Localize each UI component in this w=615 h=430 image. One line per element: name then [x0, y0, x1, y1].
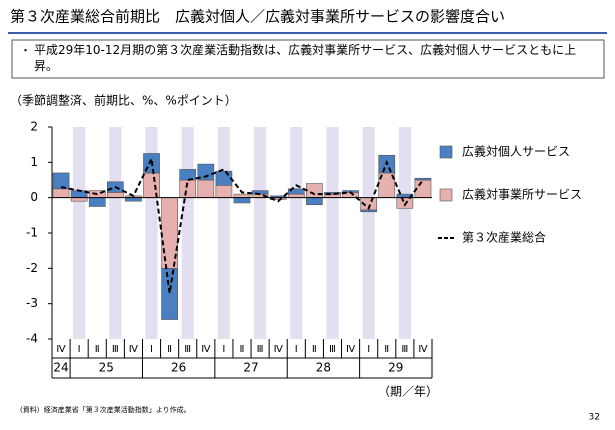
y-tick-label: 1 — [30, 155, 38, 169]
year-label: 26 — [171, 361, 186, 375]
x-tick-label: Ⅲ — [257, 344, 264, 355]
bar — [179, 179, 197, 198]
bar — [287, 188, 305, 195]
bar — [287, 193, 305, 198]
x-tick-label: Ⅳ — [56, 344, 66, 355]
unit-note: （季節調整済、前期比、%、%ポイント） — [10, 93, 237, 108]
bar — [197, 163, 215, 181]
bar — [233, 193, 251, 198]
bullet-text: 平成29年10-12月期の第３次産業活動指数は、広義対事業所サービス、広義対個人… — [34, 43, 577, 73]
stripe — [109, 127, 122, 339]
x-tick-label: Ⅰ — [295, 344, 298, 355]
y-tick-label: -4 — [26, 332, 38, 346]
x-tick-label: Ⅲ — [112, 344, 119, 355]
x-tick-label: Ⅳ — [346, 344, 356, 355]
bullet-dot: ・ — [20, 44, 31, 57]
x-tick-label: Ⅲ — [184, 344, 191, 355]
year-label: 29 — [388, 361, 403, 375]
x-tick-label: Ⅳ — [274, 344, 284, 355]
page-number: 32 — [589, 413, 600, 423]
stripe — [73, 127, 86, 339]
bar — [414, 177, 432, 181]
y-tick-label: -1 — [26, 226, 38, 240]
x-tick-label: Ⅰ — [222, 344, 225, 355]
stripe — [254, 127, 267, 339]
title: 第３次産業総合前期比 広義対個人／広義対事業所サービスの影響度合い — [10, 8, 505, 26]
bar — [88, 197, 106, 207]
year-label: 28 — [316, 361, 331, 375]
bar — [179, 169, 197, 181]
legend-label: 広義対事業所サービス — [462, 187, 582, 202]
year-label: 25 — [99, 361, 114, 375]
legend-swatch — [439, 188, 453, 202]
x-tick-label: Ⅱ — [312, 344, 317, 355]
total-line — [60, 155, 424, 294]
bar — [52, 188, 70, 198]
x-tick-label: Ⅰ — [78, 344, 81, 355]
bar — [396, 197, 414, 209]
legend-swatch — [439, 145, 453, 159]
stripe — [398, 127, 411, 339]
bar — [106, 192, 124, 198]
x-tick-label: Ⅱ — [384, 344, 389, 355]
bar — [324, 192, 341, 195]
bar — [306, 197, 323, 206]
bullet-wrap: 平成29年10-12月期の第３次産業活動指数は、広義対事業所サービス、広義対個人… — [34, 43, 577, 73]
bar — [70, 197, 88, 202]
source: (資料）経済産業省「第３次産業活動指数」より作成。 — [20, 405, 191, 414]
y-tick-label: 0 — [30, 190, 38, 204]
x-tick-label: Ⅰ — [367, 344, 370, 355]
x-tick-label: Ⅱ — [95, 344, 100, 355]
y-tick-label: -2 — [26, 261, 38, 275]
y-tick-label: -3 — [26, 296, 38, 310]
stripe — [290, 127, 303, 339]
x-axis-label: （期／年） — [378, 385, 438, 399]
bar — [197, 179, 215, 198]
legend-label: 第３次産業総合 — [462, 230, 546, 245]
bar — [215, 170, 233, 186]
bar — [360, 209, 378, 213]
bar — [125, 197, 142, 202]
stripe — [362, 127, 375, 339]
x-tick-label: Ⅳ — [201, 344, 211, 355]
year-label: 24 — [53, 361, 68, 375]
x-tick-label: Ⅲ — [329, 344, 336, 355]
legend-label: 広義対個人サービス — [462, 144, 570, 159]
x-tick-label: Ⅰ — [150, 344, 153, 355]
bar — [52, 172, 70, 190]
year-label: 27 — [243, 361, 258, 375]
stripe — [181, 127, 194, 339]
stripe — [326, 127, 339, 339]
x-tick-label: Ⅲ — [401, 344, 408, 355]
stripe — [217, 127, 230, 339]
bullet-box — [11, 39, 605, 79]
bar — [215, 185, 233, 198]
y-tick-label: 2 — [30, 120, 38, 134]
x-tick-label: Ⅳ — [418, 344, 428, 355]
x-tick-label: Ⅳ — [129, 344, 139, 355]
x-tick-label: Ⅱ — [167, 344, 172, 355]
bar — [233, 197, 251, 204]
x-tick-label: Ⅱ — [240, 344, 245, 355]
bar — [306, 183, 323, 198]
bar — [161, 268, 178, 320]
